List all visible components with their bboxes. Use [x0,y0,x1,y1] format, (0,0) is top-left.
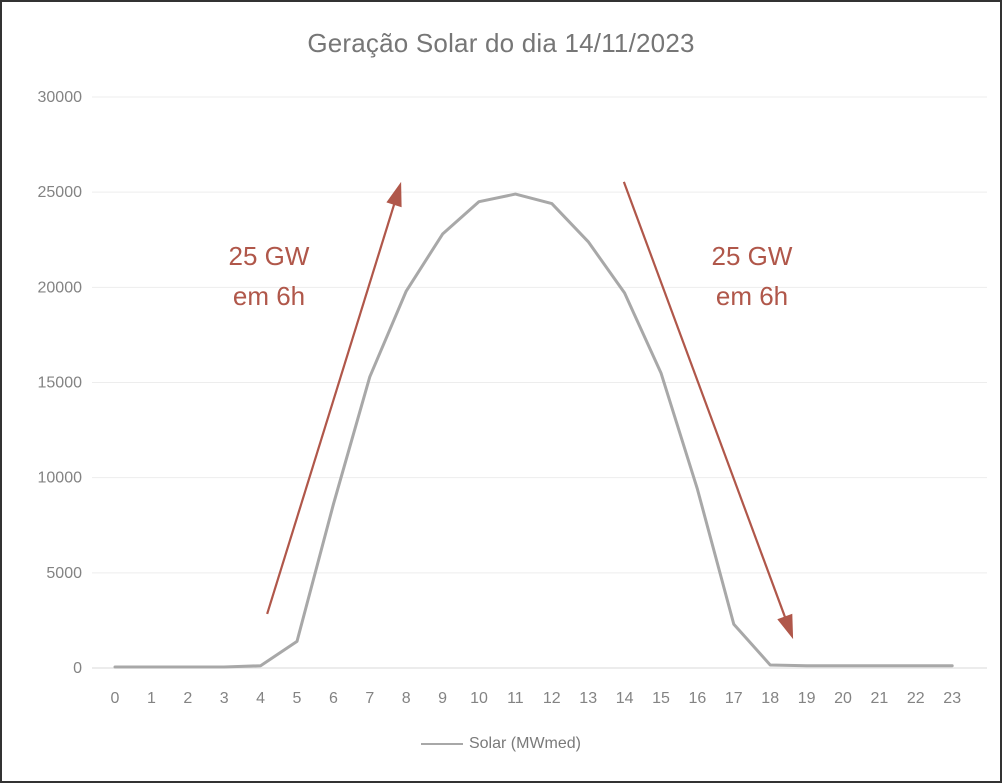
annotation-ramp-down-line2: em 6h [715,281,789,311]
ramp-up-arrow-shaft [266,198,397,615]
x-tick-label: 9 [438,690,447,707]
x-tick-label: 12 [543,690,561,707]
x-tick-label: 6 [329,690,338,707]
chart-legend: Solar (MWmed) [2,735,1000,753]
annotation-ramp-up: 25 GW em 6h [189,236,349,316]
ramp-down-arrowhead-icon [777,613,794,640]
y-tick-label: 20000 [38,279,83,296]
annotation-ramp-down-line1: 25 GW [711,241,793,271]
y-tick-label: 15000 [38,375,83,392]
solar-series-line [113,192,954,669]
chart-title: Geração Solar do dia 14/11/2023 [307,28,695,58]
x-tick-label: 18 [761,690,779,707]
x-tick-label: 19 [798,690,816,707]
annotation-ramp-down: 25 GW em 6h [672,236,832,316]
legend-line-swatch [420,743,463,745]
annotation-ramp-up-line1: 25 GW [228,241,310,271]
x-tick-label: 15 [652,690,670,707]
annotation-ramp-up-line2: em 6h [232,281,306,311]
y-tick-label: 5000 [46,565,82,582]
x-tick-label: 23 [943,690,961,707]
ramp-down-arrow-shaft [622,181,788,623]
x-tick-label: 3 [220,690,229,707]
x-tick-label: 1 [147,690,156,707]
x-tick-label: 22 [907,690,925,707]
x-tick-label: 21 [871,690,889,707]
y-tick-label: 30000 [38,89,83,106]
x-tick-label: 4 [256,690,265,707]
legend-series-label: Solar (MWmed) [468,735,581,752]
x-tick-label: 17 [725,690,743,707]
x-tick-label: 16 [689,690,707,707]
x-tick-label: 13 [579,690,597,707]
x-tick-label: 11 [507,690,524,707]
y-tick-label: 10000 [38,470,83,487]
y-tick-label: 0 [73,660,82,677]
x-tick-label: 14 [616,690,634,707]
x-tick-label: 8 [402,690,411,707]
x-tick-label: 2 [183,690,192,707]
x-tick-label: 5 [293,690,302,707]
x-tick-label: 7 [365,690,374,707]
x-tick-label: 10 [470,690,488,707]
y-tick-label: 25000 [38,184,83,201]
x-tick-label: 20 [834,690,852,707]
ramp-up-arrowhead-icon [386,181,402,208]
x-tick-label: 0 [111,690,120,707]
